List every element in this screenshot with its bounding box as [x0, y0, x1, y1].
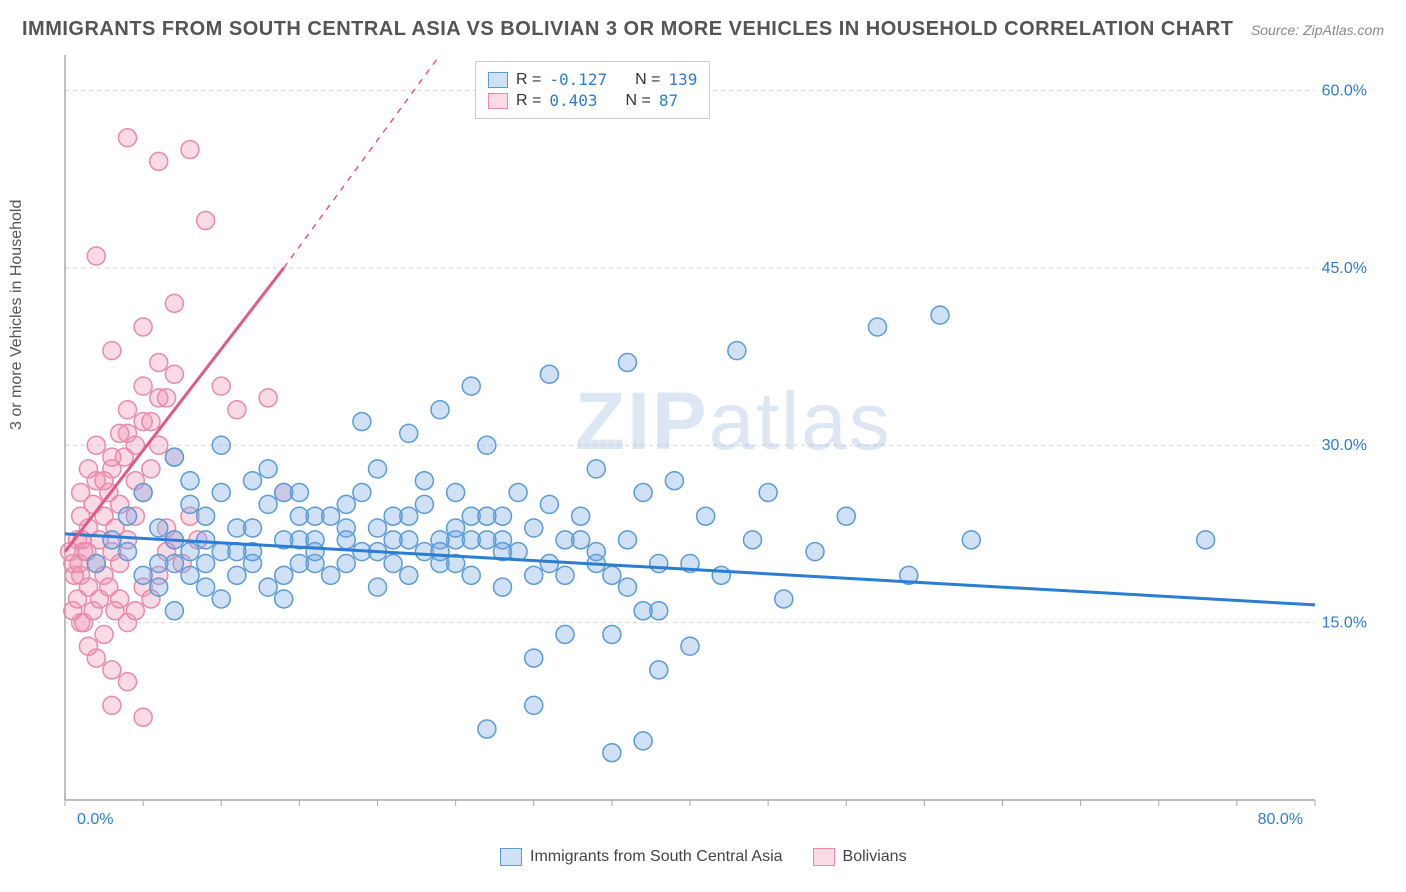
r-value-2: 0.403 [549, 91, 597, 110]
svg-text:45.0%: 45.0% [1322, 260, 1367, 277]
r-label: R = [516, 71, 541, 89]
chart-container: 15.0%30.0%45.0%60.0%0.0%80.0% ZIPatlas R… [55, 55, 1375, 835]
svg-text:15.0%: 15.0% [1322, 615, 1367, 632]
n-value-2: 87 [659, 91, 678, 110]
legend-swatch-1 [500, 848, 522, 866]
svg-text:0.0%: 0.0% [77, 811, 113, 828]
source-attribution: Source: ZipAtlas.com [1251, 22, 1384, 38]
scatter-plot: 15.0% 30.0% 45.0% 60.0% 0.0% 80.0% [55, 55, 1375, 835]
n-label-2: N = [626, 92, 651, 110]
n-value-1: 139 [668, 70, 697, 89]
n-label: N = [635, 71, 660, 89]
svg-text:60.0%: 60.0% [1322, 82, 1367, 99]
stats-row-1: R = -0.127 N = 139 [488, 70, 697, 89]
chart-title: IMMIGRANTS FROM SOUTH CENTRAL ASIA VS BO… [22, 18, 1233, 41]
legend-label-1: Immigrants from South Central Asia [530, 848, 783, 866]
legend-swatch-2 [813, 848, 835, 866]
legend-item-2: Bolivians [813, 848, 907, 866]
svg-text:30.0%: 30.0% [1322, 437, 1367, 454]
stats-legend: R = -0.127 N = 139 R = 0.403 N = 87 [475, 61, 710, 119]
bottom-legend: Immigrants from South Central Asia Boliv… [500, 848, 907, 866]
stats-swatch-2 [488, 93, 508, 109]
legend-label-2: Bolivians [843, 848, 907, 866]
r-label-2: R = [516, 92, 541, 110]
stats-row-2: R = 0.403 N = 87 [488, 91, 697, 110]
legend-item-1: Immigrants from South Central Asia [500, 848, 783, 866]
stats-swatch-1 [488, 72, 508, 88]
r-value-1: -0.127 [549, 70, 607, 89]
svg-text:80.0%: 80.0% [1258, 811, 1303, 828]
y-axis-label: 3 or more Vehicles in Household [8, 200, 26, 430]
